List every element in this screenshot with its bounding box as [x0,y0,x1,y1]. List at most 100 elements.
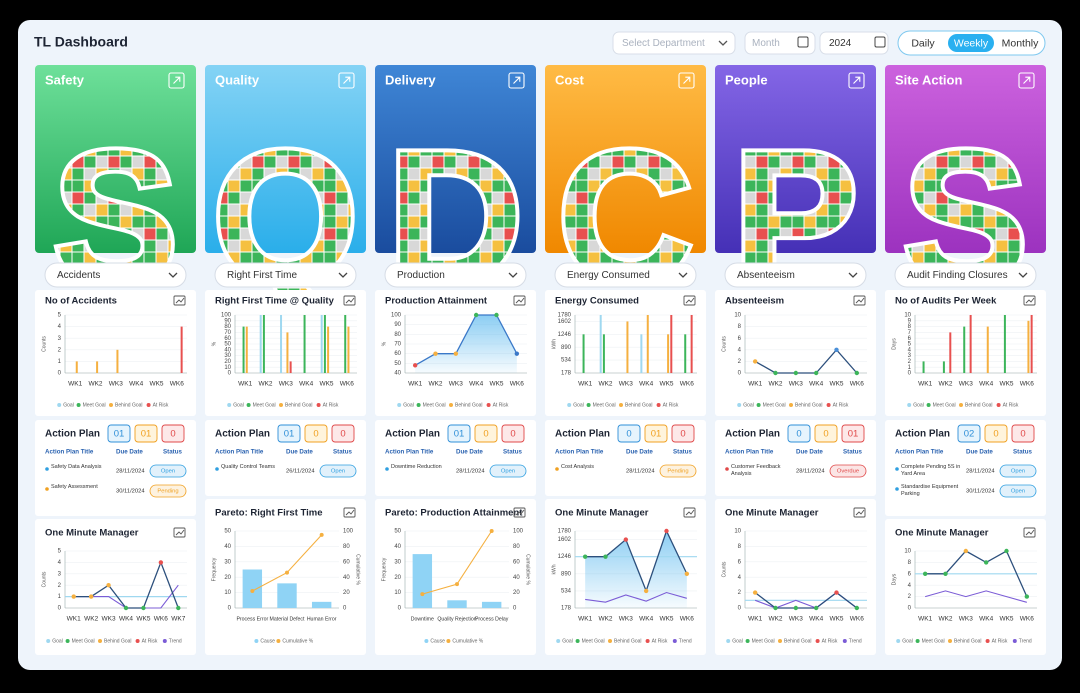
count-box[interactable] [644,424,668,443]
x-tick-label: WK6 [510,381,524,388]
kpi-header[interactable] [545,65,706,253]
chart-icon [513,507,526,518]
expand-icon[interactable] [168,72,185,89]
legend-label: Behind Goal [784,638,812,644]
status-dot [45,487,49,491]
legend-swatch [619,403,623,407]
x-tick-label: WK3 [109,381,123,388]
expand-icon[interactable] [508,72,525,89]
view-option[interactable]: Weekly [954,37,989,49]
bar [262,315,265,373]
y-tick-label: 1 [908,365,912,371]
count-box[interactable] [304,424,328,443]
count-value: 01 [651,429,662,440]
y-tick-label: 2 [58,347,62,353]
metric-select[interactable] [214,262,357,288]
y-tick-label: 40 [224,544,231,550]
status-pill[interactable] [999,464,1037,478]
count-box[interactable] [814,424,838,443]
chart-title: Right First Time @ Quality [215,296,335,307]
y-tick-label: 40 [224,347,231,353]
count-value: 0 [170,429,175,440]
count-box[interactable] [277,424,301,443]
legend-swatch [146,403,151,407]
chart-title: Pareto: Right First Time [215,508,323,519]
chevron [508,272,518,278]
x-tick-label: WK1 [918,381,932,388]
data-line [925,550,1028,597]
legend-swatch [726,639,731,643]
x-tick-label: WK3 [619,381,633,388]
y-axis-label: % [211,341,217,346]
status-pill[interactable] [659,464,697,478]
count-box[interactable] [501,424,525,443]
department-select[interactable] [612,31,736,55]
metric-select[interactable] [554,262,697,288]
kpi-header[interactable] [885,65,1046,253]
status-pill[interactable] [829,464,867,478]
count-box[interactable] [331,424,355,443]
expand-icon[interactable] [678,72,695,89]
y-tick-label: 1 [58,359,62,365]
chart-icon-line [175,529,185,536]
item-title-box: Quality Control Teams [221,464,275,470]
metric-select[interactable] [384,262,527,288]
x-tick-label: WK2 [768,381,782,388]
table-header: Due Date [456,449,483,456]
chart-icon [343,295,356,306]
chart-title: No of Accidents [45,296,117,307]
y-tick-label: 3 [58,571,62,577]
status-pill[interactable] [999,484,1037,498]
y-tick-label: 10 [904,313,911,319]
count-box[interactable] [787,424,811,443]
table-header: Action Plan Title [385,449,434,456]
count-box[interactable] [134,424,158,443]
data-point [752,359,758,364]
y-tick-label: 10 [734,529,741,535]
chevron [1018,272,1028,278]
x-tick-label: WK4 [979,381,993,388]
expand-icon[interactable] [338,72,355,89]
status-pill[interactable] [149,464,187,478]
kpi-header[interactable] [205,65,366,253]
y2-tick-label: 20 [343,590,350,596]
x-tick-label: WK2 [938,616,952,623]
count-box[interactable] [671,424,695,443]
kpi-title: Delivery [385,72,436,87]
metric-select[interactable] [894,262,1037,288]
legend-swatch [915,639,920,643]
count-box[interactable] [841,424,865,443]
legend-label: Goal [52,638,63,644]
legend-label: Meet Goal [83,402,106,408]
count-box[interactable] [447,424,471,443]
kpi-header[interactable] [35,65,196,253]
count-box[interactable] [474,424,498,443]
status-pill[interactable] [489,464,527,478]
count-box[interactable] [107,424,131,443]
status-pill[interactable] [319,464,357,478]
legend-label: At Risk [822,638,838,644]
view-option[interactable]: Daily [911,37,935,49]
count-box[interactable] [1011,424,1035,443]
metric-select[interactable] [724,262,867,288]
view-option[interactable]: Monthly [1002,37,1040,49]
y-axis-label: kWh [551,339,557,349]
kpi-header[interactable] [715,65,876,253]
item-title-box: Safety Data Analysis [51,464,101,470]
status-pill[interactable] [149,484,187,498]
kpi-header[interactable] [375,65,536,253]
y2-tick-label: 80 [343,544,350,550]
month-select[interactable] [744,31,816,55]
expand-icon[interactable] [848,72,865,89]
expand-icon[interactable] [1018,72,1035,89]
count-box[interactable] [161,424,185,443]
count-box[interactable] [984,424,1008,443]
y-tick-label: 10 [394,590,401,596]
status-label: Open [161,469,175,475]
data-point [752,590,758,595]
count-box[interactable] [617,424,641,443]
metric-select[interactable] [44,262,187,288]
count-box[interactable] [957,424,981,443]
year-select[interactable] [819,31,889,55]
